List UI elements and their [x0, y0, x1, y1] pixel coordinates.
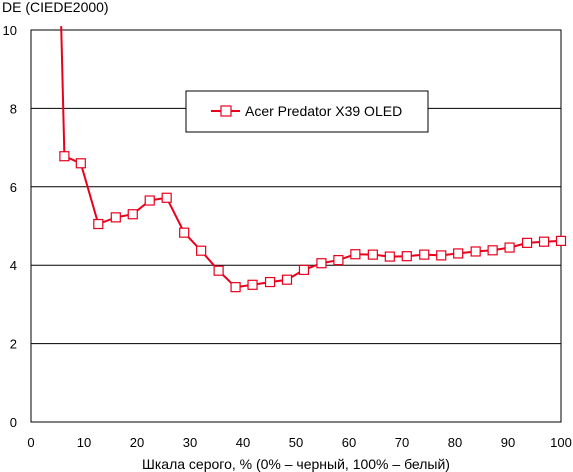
data-point	[298, 264, 310, 276]
data-point	[213, 265, 224, 276]
data-point	[487, 245, 498, 256]
data-point	[230, 282, 241, 293]
data-point	[179, 227, 190, 238]
y-axis-label: DE (CIEDE2000)	[2, 0, 109, 15]
data-point	[316, 258, 327, 269]
x-tick-label: 10	[77, 435, 91, 450]
data-point	[161, 192, 172, 203]
data-series	[59, 26, 567, 293]
data-point	[93, 218, 104, 230]
x-tick-label: 90	[501, 435, 515, 450]
y-tick-label: 6	[10, 180, 17, 195]
x-tick-label: 20	[130, 435, 144, 450]
legend-marker	[220, 105, 232, 117]
x-tick-label: 30	[183, 435, 197, 450]
x-tick-label: 40	[236, 435, 250, 450]
x-tick-label: 100	[550, 435, 572, 450]
legend: Acer Predator X39 OLED	[185, 90, 429, 133]
data-point	[59, 151, 70, 162]
y-tick-label: 0	[10, 415, 17, 430]
y-tick-label: 8	[10, 101, 17, 116]
data-point	[453, 248, 464, 259]
x-tick-label: 0	[27, 435, 34, 450]
data-point	[110, 212, 121, 223]
plot-frame	[30, 29, 562, 423]
data-point	[350, 249, 361, 260]
data-point	[367, 249, 378, 260]
legend-entry-label: Acer Predator X39 OLED	[245, 103, 402, 119]
data-point	[401, 251, 412, 262]
data-point	[75, 158, 86, 169]
x-axis-label: Шкала серого, % (0% – черный, 100% – бел…	[142, 456, 450, 472]
data-point	[419, 249, 430, 260]
data-point	[504, 242, 515, 253]
y-tick-label: 10	[3, 23, 17, 38]
data-point	[384, 251, 395, 262]
data-point	[555, 235, 567, 246]
x-tick-label: 50	[289, 435, 303, 450]
y-axis-ticks: 0 2 4 6 8 10	[3, 23, 17, 430]
data-point	[247, 279, 258, 290]
data-point	[196, 245, 207, 256]
x-axis-ticks: 0 10 20 30 40 50 60 70 80 90 100	[27, 435, 571, 450]
data-point	[333, 255, 344, 266]
data-point	[144, 195, 155, 206]
data-point	[127, 209, 138, 220]
data-point	[264, 276, 276, 288]
y-tick-label: 2	[10, 337, 17, 352]
x-tick-label: 80	[448, 435, 462, 450]
y-tick-label: 4	[10, 258, 17, 273]
data-point	[521, 237, 533, 248]
data-point	[281, 274, 293, 285]
data-point	[436, 250, 447, 261]
data-point	[538, 236, 550, 247]
x-tick-label: 60	[342, 435, 356, 450]
x-tick-label: 70	[395, 435, 409, 450]
data-point	[470, 246, 481, 257]
